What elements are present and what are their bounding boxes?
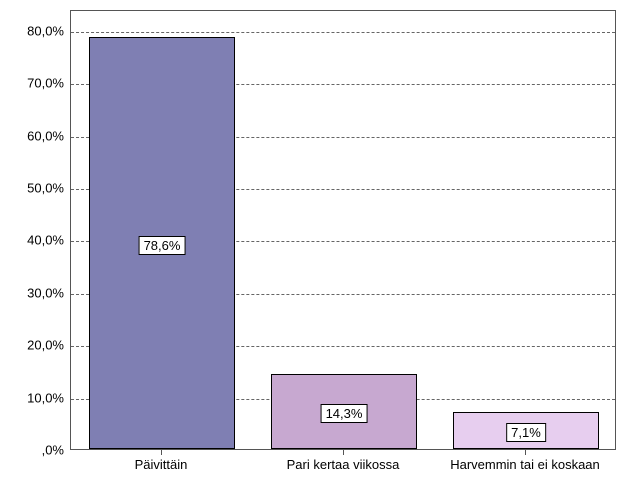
y-tick-label: 30,0% (0, 285, 64, 300)
bar-value-label: 78,6% (139, 236, 186, 255)
bar-value-label: 14,3% (321, 404, 368, 423)
y-tick-label: 20,0% (0, 338, 64, 353)
x-tick-label: Päivittäin (75, 457, 248, 472)
x-tick-label: Pari kertaa viikossa (257, 457, 430, 472)
plot-area: 78,6% 14,3% 7,1% (70, 10, 616, 450)
y-tick-label: 80,0% (0, 23, 64, 38)
y-tick-label: 40,0% (0, 233, 64, 248)
x-tick-label: Harvemmin tai ei koskaan (439, 457, 612, 472)
bar-value-label: 7,1% (506, 423, 546, 442)
grid-line (71, 32, 615, 33)
bar-chart: 78,6% 14,3% 7,1% ,0% 10,0% 20,0% 30,0% 40,0% 50… (0, 0, 626, 501)
x-tick-mark (161, 450, 162, 455)
x-tick-mark (525, 450, 526, 455)
x-tick-mark (343, 450, 344, 455)
y-tick-label: 70,0% (0, 76, 64, 91)
y-tick-label: 50,0% (0, 181, 64, 196)
y-tick-label: 10,0% (0, 390, 64, 405)
y-tick-label: 60,0% (0, 128, 64, 143)
y-tick-label: ,0% (0, 443, 64, 458)
